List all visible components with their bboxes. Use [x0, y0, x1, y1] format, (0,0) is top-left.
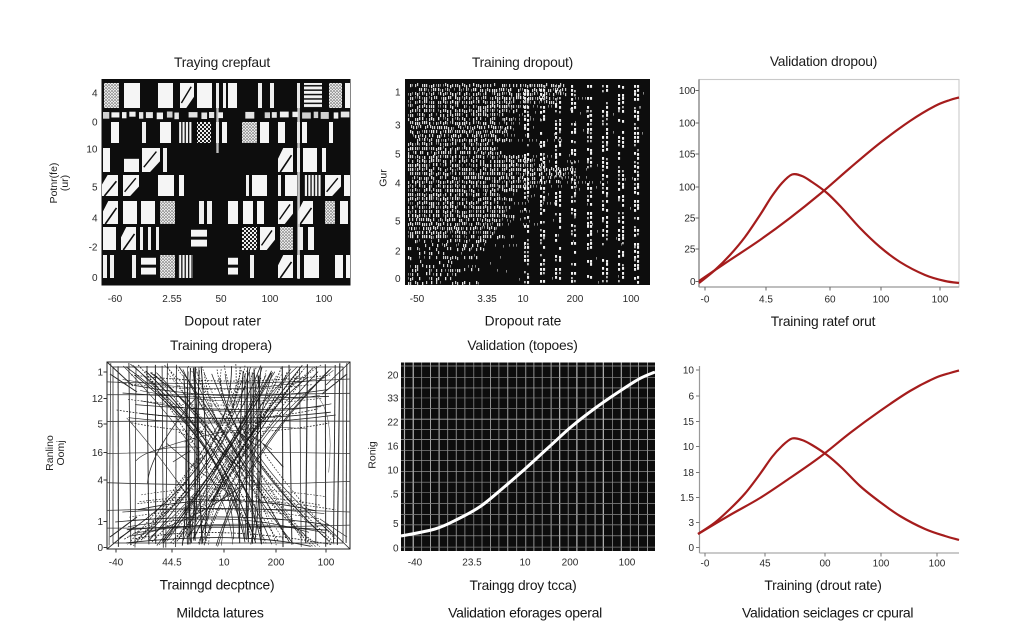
- svg-text:105: 105: [679, 150, 696, 161]
- svg-text:1: 1: [97, 517, 103, 528]
- svg-text:16: 16: [387, 442, 399, 453]
- svg-text:1.5: 1.5: [680, 493, 694, 504]
- svg-text:-50: -50: [410, 294, 425, 305]
- svg-text:1: 1: [395, 88, 401, 99]
- svg-text:100: 100: [619, 558, 636, 569]
- svg-text:200: 200: [567, 294, 584, 305]
- svg-text:5: 5: [393, 519, 399, 530]
- svg-text:Traying crepfaut: Traying crepfaut: [174, 55, 270, 70]
- svg-text:0: 0: [97, 543, 103, 554]
- svg-text:Trainngd decptnce): Trainngd decptnce): [160, 578, 275, 593]
- svg-text:2.55: 2.55: [162, 294, 182, 305]
- svg-text:Training (drout rate): Training (drout rate): [764, 578, 881, 593]
- svg-text:0: 0: [690, 277, 696, 288]
- svg-text:10: 10: [86, 145, 98, 156]
- svg-text:3: 3: [395, 121, 401, 132]
- svg-text:-40: -40: [109, 558, 124, 569]
- svg-text:4: 4: [92, 214, 98, 225]
- svg-text:Validation eforages operal: Validation eforages operal: [448, 605, 602, 621]
- svg-text:100: 100: [318, 558, 335, 569]
- svg-text:33: 33: [387, 394, 399, 405]
- svg-text:200: 200: [562, 558, 579, 569]
- svg-text:3.35: 3.35: [477, 294, 497, 305]
- svg-text:10: 10: [218, 558, 230, 569]
- svg-text:Training dropout): Training dropout): [472, 55, 573, 70]
- svg-text:25: 25: [684, 245, 696, 256]
- svg-text:20: 20: [387, 371, 399, 382]
- svg-text:Validation seiclages cr cpural: Validation seiclages cr cpural: [742, 605, 913, 621]
- svg-text:(ur): (ur): [59, 175, 71, 191]
- svg-text:23.5: 23.5: [462, 558, 482, 569]
- svg-text:100: 100: [873, 295, 890, 306]
- svg-text:25: 25: [684, 214, 696, 225]
- svg-text:-40: -40: [408, 558, 423, 569]
- svg-text:10: 10: [519, 558, 531, 569]
- svg-text:16: 16: [92, 448, 104, 459]
- svg-text:-60: -60: [108, 294, 123, 305]
- svg-text:60: 60: [824, 295, 836, 306]
- svg-text:44.5: 44.5: [162, 558, 182, 569]
- svg-text:00: 00: [819, 559, 831, 570]
- svg-text:-0: -0: [701, 559, 710, 570]
- svg-text:4: 4: [92, 89, 98, 100]
- svg-text:Traingg droy tcca): Traingg droy tcca): [469, 578, 576, 593]
- svg-text:100: 100: [873, 559, 890, 570]
- svg-text:Training ratef orut: Training ratef orut: [771, 314, 876, 329]
- svg-text:4: 4: [97, 476, 103, 487]
- svg-text:100: 100: [316, 294, 333, 305]
- svg-text:4.5: 4.5: [759, 295, 773, 306]
- svg-text:100: 100: [679, 86, 696, 97]
- svg-text:10: 10: [683, 366, 695, 377]
- svg-text:12: 12: [92, 394, 104, 405]
- svg-text:100: 100: [932, 295, 949, 306]
- svg-text:Validation (topoes): Validation (topoes): [467, 338, 577, 353]
- svg-text:Mildcta latures: Mildcta latures: [176, 605, 263, 621]
- svg-text:5: 5: [97, 420, 103, 431]
- svg-text:-0: -0: [701, 295, 710, 306]
- svg-text:0: 0: [92, 118, 98, 129]
- svg-text:45: 45: [759, 559, 771, 570]
- svg-text:4: 4: [395, 179, 401, 190]
- svg-text:5: 5: [92, 183, 98, 194]
- svg-text:10: 10: [387, 466, 399, 477]
- svg-text:0: 0: [393, 544, 399, 555]
- svg-text:Dropout rate: Dropout rate: [485, 314, 562, 329]
- svg-text:1: 1: [97, 368, 103, 379]
- svg-text:0: 0: [92, 273, 98, 284]
- svg-text:6: 6: [688, 392, 694, 403]
- svg-text:-2: -2: [89, 243, 98, 254]
- svg-text:Ranlino: Ranlino: [44, 435, 56, 471]
- svg-text:10: 10: [517, 294, 529, 305]
- svg-text:3: 3: [688, 518, 694, 529]
- svg-text:Ronig: Ronig: [367, 441, 379, 469]
- svg-text:Dopout rater: Dopout rater: [184, 314, 261, 329]
- svg-text:100: 100: [679, 119, 696, 130]
- svg-text:Oomj: Oomj: [55, 440, 67, 465]
- svg-text:5: 5: [395, 217, 401, 228]
- svg-text:100: 100: [623, 294, 640, 305]
- svg-text:Gur: Gur: [378, 169, 390, 187]
- svg-text:5: 5: [395, 150, 401, 161]
- svg-text:Potnr(fe): Potnr(fe): [48, 163, 60, 204]
- svg-text:18: 18: [683, 468, 695, 479]
- svg-text:100: 100: [929, 559, 946, 570]
- svg-text:.5: .5: [390, 490, 399, 501]
- svg-text:0: 0: [395, 274, 401, 285]
- svg-text:50: 50: [215, 294, 227, 305]
- svg-text:Validation dropou): Validation dropou): [770, 54, 877, 69]
- svg-text:100: 100: [679, 183, 696, 194]
- svg-text:15: 15: [683, 417, 695, 428]
- svg-text:22: 22: [387, 418, 399, 429]
- svg-text:10: 10: [683, 442, 695, 453]
- svg-text:Training dropera): Training dropera): [170, 338, 272, 353]
- svg-text:0: 0: [688, 543, 694, 554]
- svg-text:200: 200: [268, 558, 285, 569]
- svg-text:2: 2: [395, 247, 401, 258]
- svg-text:100: 100: [262, 294, 279, 305]
